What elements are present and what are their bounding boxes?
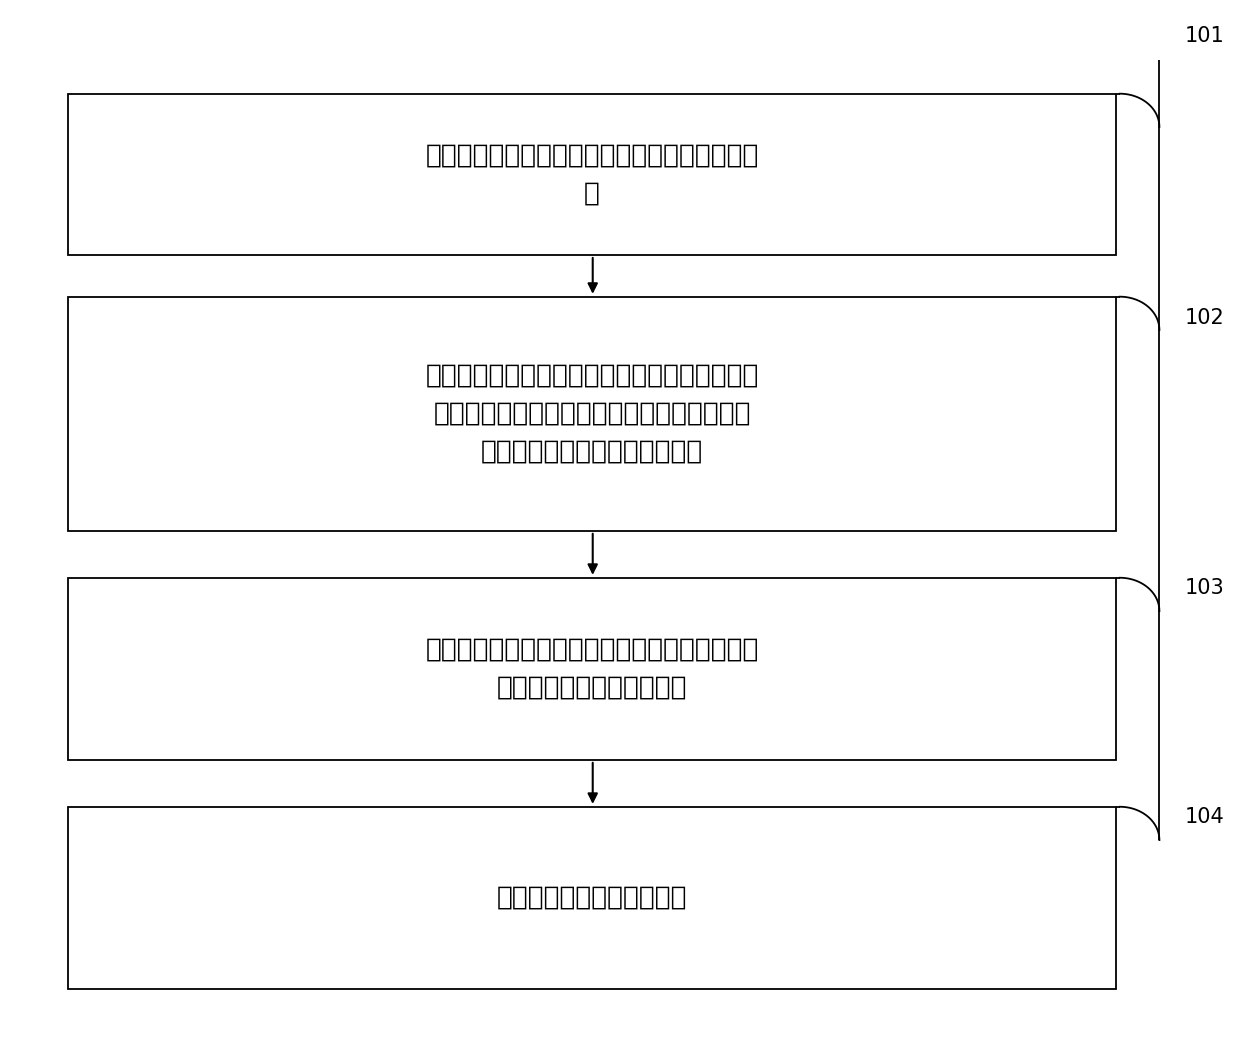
Text: 护环加热：将所述护环装配上护环夹箍后进行加
热: 护环加热：将所述护环装配上护环夹箍后进行加 热 [425,143,759,206]
Text: 101: 101 [1184,26,1224,47]
Text: 护环热套：利用护环套装液压系统，将所述护环
拉向所述转子本体进行套装: 护环热套：利用护环套装液压系统，将所述护环 拉向所述转子本体进行套装 [425,637,759,701]
Bar [68,94,1116,255]
Text: 护环冷却：将所述护环冷却: 护环冷却：将所述护环冷却 [497,885,687,911]
Text: 102: 102 [1184,307,1224,328]
Bar [68,578,1116,760]
Text: 104: 104 [1184,807,1224,828]
Text: 护环定位：将加热后的所述护环放置到定位小车
上，调运至所述汽轮发电机的转子端部，将所
述护环与所述转子调至转轴同心: 护环定位：将加热后的所述护环放置到定位小车 上，调运至所述汽轮发电机的转子端部，… [425,363,759,464]
Bar [68,297,1116,531]
Text: 103: 103 [1184,578,1224,599]
Bar [68,807,1116,989]
